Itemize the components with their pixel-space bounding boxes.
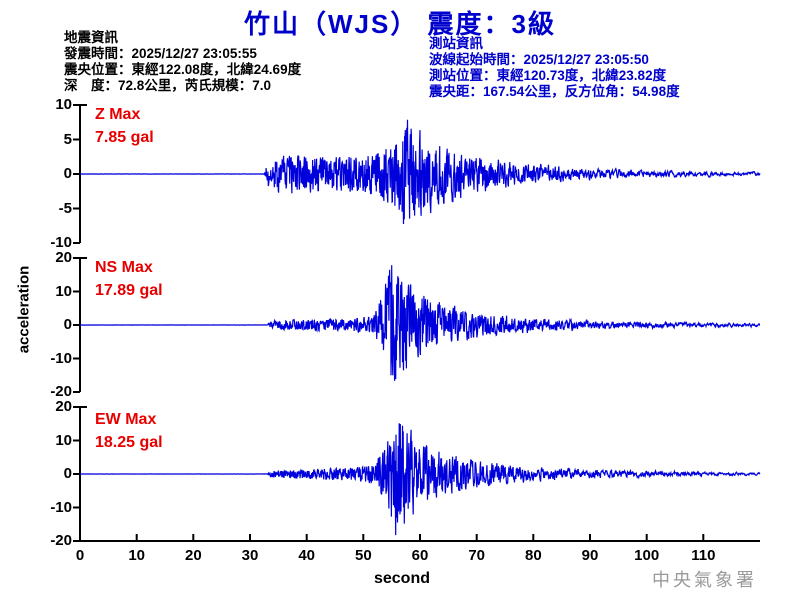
ew-max-value: 18.25 gal [95,434,163,451]
ns-max-label: NS Max [95,259,153,276]
ew-max-label: EW Max [95,411,157,428]
y-tick-label: 10 [55,96,72,113]
y-tick-label: 0 [63,165,72,182]
y-tick-label: 20 [55,249,72,266]
waveform-z-trace [80,119,761,225]
station-location: 測站位置：東經120.73度，北緯23.82度 [429,68,667,83]
z-max-label: Z Max [95,106,141,123]
epicenter-location: 震央位置：東經122.08度，北緯24.69度 [64,62,302,77]
station-info-block: 測站資訊 波線起始時間：2025/12/27 23:05:50 測站位置：東經1… [429,36,680,100]
y-tick-label: 10 [55,431,72,449]
x-tick-label: 80 [524,547,542,564]
x-tick-label: 60 [411,547,429,564]
x-axis-label: second [373,570,430,587]
waveform-ns-trace [80,265,761,381]
y-tick-label: 20 [55,398,72,415]
distance-azimuth: 震央距：167.54公里，反方位角：54.98度 [429,84,680,99]
x-tick-label: 110 [691,547,716,564]
x-tick-label: 50 [354,547,372,564]
x-tick-label: 0 [75,547,85,564]
agency-watermark: 中央氣象署 [652,570,757,590]
z-max-value: 7.85 gal [95,129,154,146]
y-tick-label: -20 [50,532,72,549]
ns-max-value: 17.89 gal [95,282,163,299]
x-tick-label: 70 [468,547,485,564]
trace-start-time: 波線起始時間：2025/12/27 23:05:50 [429,52,649,67]
y-tick-label: -20 [50,383,72,400]
y-tick-label: -10 [50,234,72,251]
earthquake-info-heading: 地震資訊 [64,30,118,45]
y-tick-label: -5 [58,199,72,217]
depth-magnitude: 深 度：72.8公里，芮氏規模：7.0 [64,78,272,93]
y-tick-label: 10 [55,282,72,300]
x-tick-label: 100 [634,547,660,564]
origin-time: 發震時間：2025/12/27 23:05:55 [64,46,257,61]
y-tick-label: -10 [50,349,72,367]
earthquake-info-block: 地震資訊 發震時間：2025/12/27 23:05:55 震央位置：東經122… [64,30,301,94]
y-tick-label: -10 [50,498,72,516]
x-tick-label: 30 [241,547,259,564]
waveform-ew-trace [80,423,761,536]
page-title: 竹山（WJS） 震度：3級 [243,9,557,39]
station-info-heading: 測站資訊 [429,36,483,51]
y-tick-label: 0 [63,465,72,482]
y-tick-label: 5 [63,130,72,148]
x-tick-label: 10 [128,547,145,564]
y-tick-label: 0 [63,316,72,333]
x-tick-label: 20 [184,547,202,564]
x-tick-label: 40 [298,547,315,564]
x-tick-label: 90 [581,547,599,564]
